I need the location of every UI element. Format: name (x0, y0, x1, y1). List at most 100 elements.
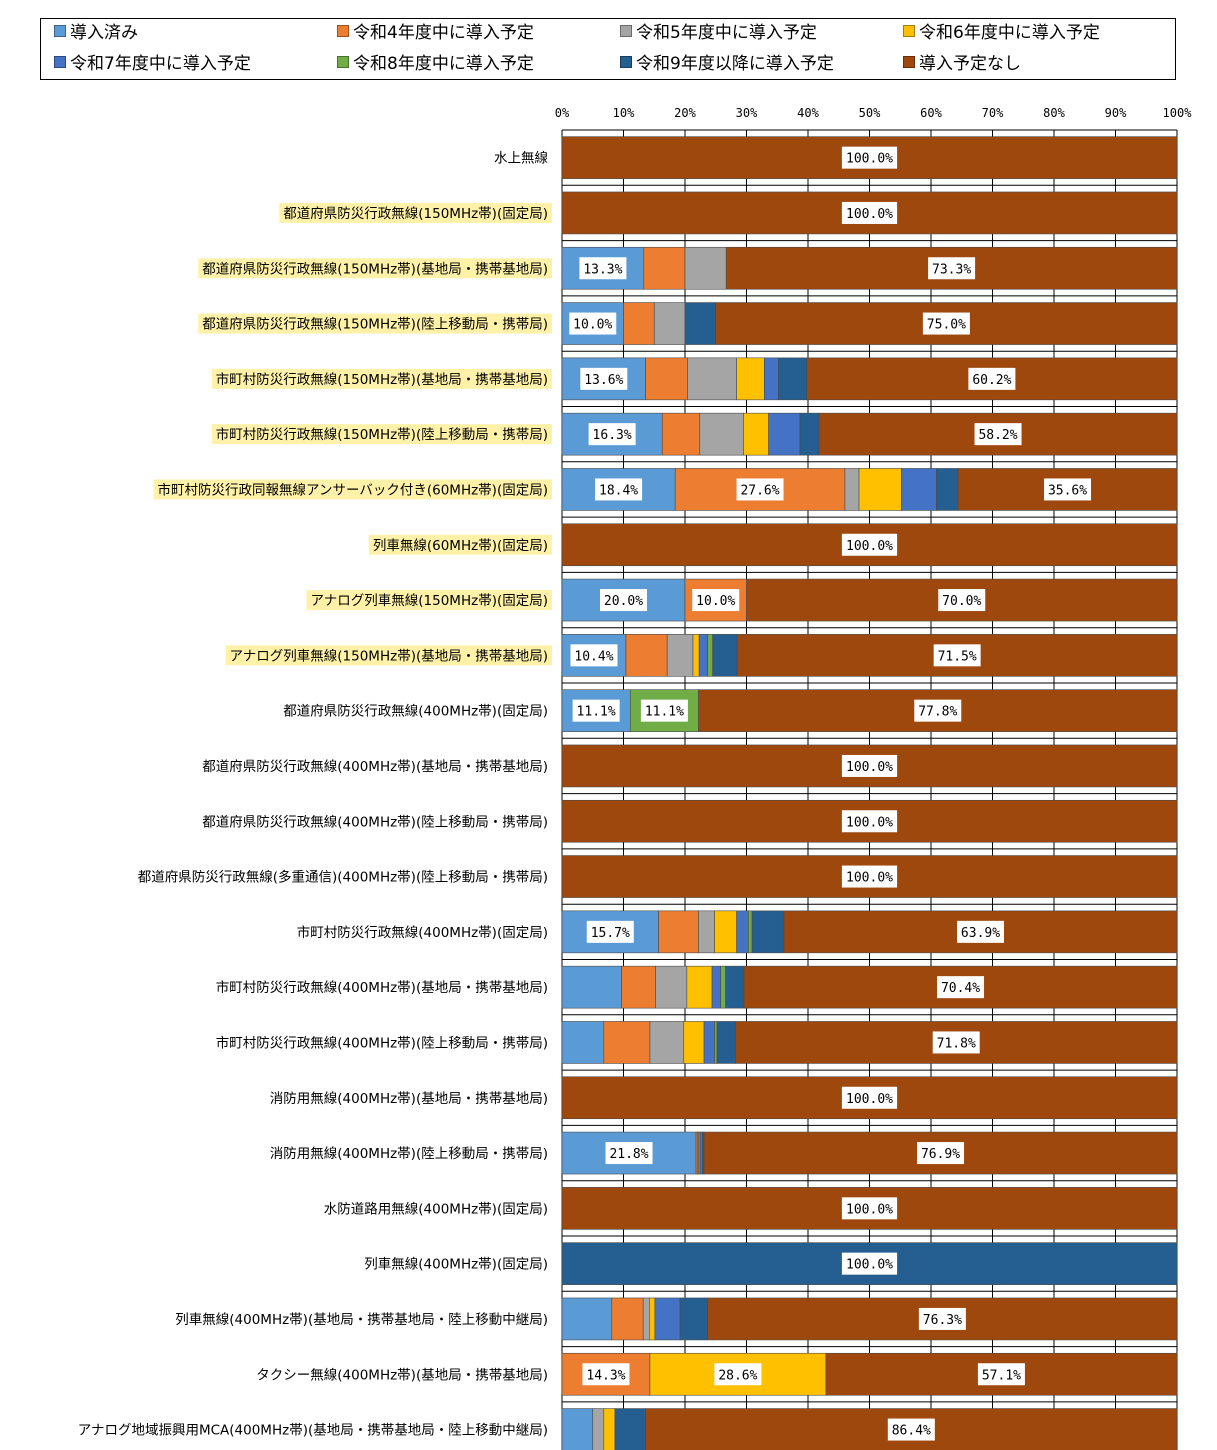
category-label: 水上無線 (494, 151, 548, 167)
bar-segment (737, 358, 765, 400)
x-tick-label: 80% (1043, 106, 1065, 120)
x-tick-label: 60% (920, 106, 942, 120)
bar-segment (604, 1021, 650, 1063)
bar-segment (704, 1021, 714, 1063)
bar-segment (684, 1021, 704, 1063)
data-label: 20.0% (604, 594, 643, 609)
data-label: 100.0% (846, 152, 893, 167)
data-label: 76.3% (923, 1313, 962, 1328)
category-label: 都道府県防災行政無線(多重通信)(400MHz帯)(陸上移動局・携帯局) (138, 869, 548, 886)
category-label: 都道府県防災行政無線(150MHz帯)(固定局) (283, 206, 548, 222)
data-label: 11.1% (645, 705, 684, 720)
category-label: 消防用無線(400MHz帯)(陸上移動局・携帯局) (270, 1146, 548, 1162)
bar-segment (737, 911, 749, 953)
data-label: 70.0% (942, 594, 981, 609)
bar-segment (764, 358, 778, 400)
data-label: 71.8% (937, 1036, 976, 1051)
bar-segment (680, 1298, 708, 1340)
bar-segment (562, 1021, 604, 1063)
data-label: 77.8% (918, 705, 957, 720)
bar-segment (624, 303, 655, 345)
x-tick-label: 100% (1163, 106, 1193, 120)
data-label: 100.0% (846, 871, 893, 886)
bar-segment (655, 1298, 680, 1340)
bar-segment (593, 1409, 604, 1450)
bar-segment (659, 911, 699, 953)
category-label: アナログ列車無線(150MHz帯)(固定局) (311, 593, 548, 609)
data-label: 10.0% (696, 594, 735, 609)
category-label: 市町村防災行政同報無線アンサーバック付き(60MHz帯)(固定局) (158, 481, 548, 498)
category-label: 市町村防災行政無線(400MHz帯)(基地局・携帯基地局) (216, 979, 548, 996)
bar-segment (699, 911, 715, 953)
x-tick-label: 30% (736, 106, 758, 120)
bar-segment (643, 1298, 649, 1340)
bar-segment (901, 468, 936, 510)
data-label: 35.6% (1048, 483, 1087, 498)
category-label: 都道府県防災行政無線(150MHz帯)(陸上移動局・携帯局) (202, 317, 548, 333)
category-label: 都道府県防災行政無線(150MHz帯)(基地局・携帯基地局) (202, 260, 548, 277)
bar-segment (562, 966, 622, 1008)
data-label: 63.9% (961, 926, 1000, 941)
data-label: 16.3% (593, 428, 632, 443)
bar-segment (644, 247, 685, 289)
bar-segment (699, 634, 708, 676)
bar-segment (687, 358, 736, 400)
bar-segment (743, 413, 768, 455)
category-label: 都道府県防災行政無線(400MHz帯)(固定局) (283, 704, 548, 720)
data-label: 15.7% (591, 926, 630, 941)
category-label: 列車無線(400MHz帯)(基地局・携帯基地局・陸上移動中継局) (175, 1311, 548, 1328)
data-label: 18.4% (599, 483, 638, 498)
bar-segment (778, 358, 806, 400)
data-label: 100.0% (846, 1092, 893, 1107)
x-tick-label: 0% (555, 106, 570, 120)
category-label: 市町村防災行政無線(400MHz帯)(固定局) (297, 924, 548, 941)
bar-segment (726, 966, 744, 1008)
bar-segment (649, 1298, 655, 1340)
x-tick-label: 10% (613, 106, 635, 120)
bar-segment (626, 634, 667, 676)
bar-segment (562, 1298, 612, 1340)
bar-segment (615, 1409, 646, 1450)
bar-segment (715, 1021, 717, 1063)
data-label: 28.6% (718, 1368, 757, 1383)
data-label: 27.6% (740, 483, 779, 498)
bar-segment (721, 966, 726, 1008)
data-label: 100.0% (846, 1202, 893, 1217)
bar-segment (685, 303, 716, 345)
bar-segment (769, 413, 800, 455)
bar-segment (662, 413, 700, 455)
data-label: 21.8% (609, 1147, 648, 1162)
bar-segment (685, 247, 726, 289)
data-label: 100.0% (846, 207, 893, 222)
data-label: 13.3% (583, 262, 622, 277)
bar-segment (708, 634, 713, 676)
bar-segment (612, 1298, 643, 1340)
x-tick-label: 70% (982, 106, 1004, 120)
data-label: 100.0% (846, 539, 893, 554)
category-label: 市町村防災行政無線(150MHz帯)(基地局・携帯基地局) (216, 371, 548, 388)
x-tick-label: 20% (674, 106, 696, 120)
bar-segment (604, 1409, 615, 1450)
category-label: 市町村防災行政無線(400MHz帯)(陸上移動局・携帯局) (216, 1034, 548, 1051)
x-tick-label: 40% (797, 106, 819, 120)
data-label: 75.0% (927, 318, 966, 333)
bar-segment (562, 1409, 593, 1450)
bar-segment (859, 468, 901, 510)
data-label: 10.4% (574, 649, 613, 664)
x-tick-label: 50% (859, 106, 881, 120)
bar-segment (713, 634, 738, 676)
bar-segment (717, 1021, 735, 1063)
bar-segment (937, 468, 959, 510)
category-label: タクシー無線(400MHz帯)(基地局・携帯基地局) (256, 1366, 548, 1383)
data-label: 10.0% (573, 318, 612, 333)
bar-segment (693, 634, 699, 676)
data-label: 100.0% (846, 760, 893, 775)
bar-segment (667, 634, 693, 676)
bar-segment (748, 911, 752, 953)
bar-segment (655, 966, 686, 1008)
data-label: 58.2% (978, 428, 1017, 443)
bar-segment (800, 413, 819, 455)
bar-segment (712, 966, 721, 1008)
data-label: 11.1% (577, 705, 616, 720)
